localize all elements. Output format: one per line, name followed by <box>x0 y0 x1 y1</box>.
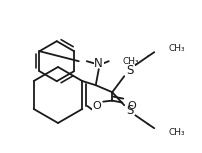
Text: S: S <box>126 104 133 117</box>
Text: S: S <box>126 64 133 77</box>
Bar <box>125 105 135 115</box>
Bar <box>126 100 137 111</box>
Text: O: O <box>93 101 101 111</box>
Bar <box>92 101 102 111</box>
Bar <box>125 65 135 75</box>
Text: CH₃: CH₃ <box>122 57 139 66</box>
Bar <box>93 58 103 68</box>
Text: O: O <box>127 101 136 111</box>
Text: N: N <box>94 57 103 70</box>
Text: CH₃: CH₃ <box>167 44 184 53</box>
Text: CH₃: CH₃ <box>167 128 184 137</box>
